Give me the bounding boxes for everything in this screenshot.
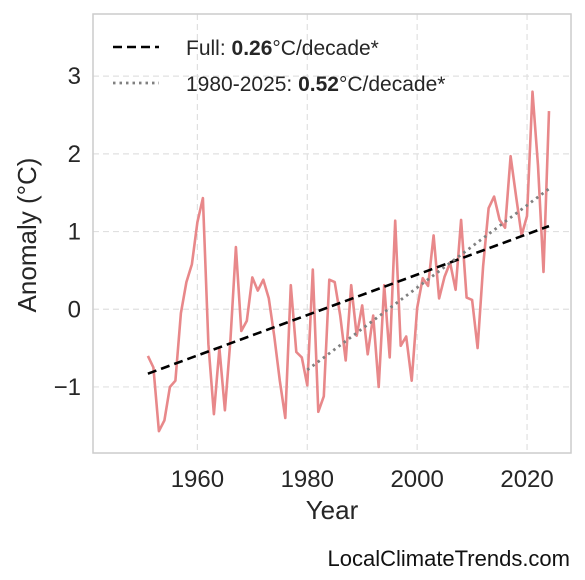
trend-line-1980-2025 [306, 187, 550, 372]
legend-label-1980-2025: 1980-2025: 0.52°C/decade* [186, 73, 445, 96]
y-tick-label: 2 [68, 141, 81, 168]
x-tick-label: 2000 [390, 466, 443, 493]
x-tick-label: 1980 [281, 466, 334, 493]
watermark-text: LocalClimateTrends.com [327, 546, 571, 571]
series-layer [146, 90, 551, 433]
plot-frame [92, 13, 572, 454]
anomaly-series-line [146, 90, 551, 433]
legend-label-full: Full: 0.26°C/decade* [186, 37, 379, 60]
tick-labels: 1960 1980 2000 2020 −1 0 1 2 3 [54, 63, 554, 493]
legend: Full: 0.26°C/decade* 1980-2025: 0.52°C/d… [113, 37, 445, 96]
x-tick-label: 2020 [500, 466, 553, 493]
y-axis-title: Anomaly (°C) [12, 158, 42, 313]
y-tick-label: −1 [54, 374, 81, 401]
x-tick-label: 1960 [171, 466, 224, 493]
trend-line-full [147, 224, 550, 375]
y-tick-label: 0 [68, 296, 81, 323]
y-tick-label: 1 [68, 219, 81, 246]
x-axis-title: Year [306, 495, 359, 525]
y-tick-label: 3 [68, 63, 81, 90]
